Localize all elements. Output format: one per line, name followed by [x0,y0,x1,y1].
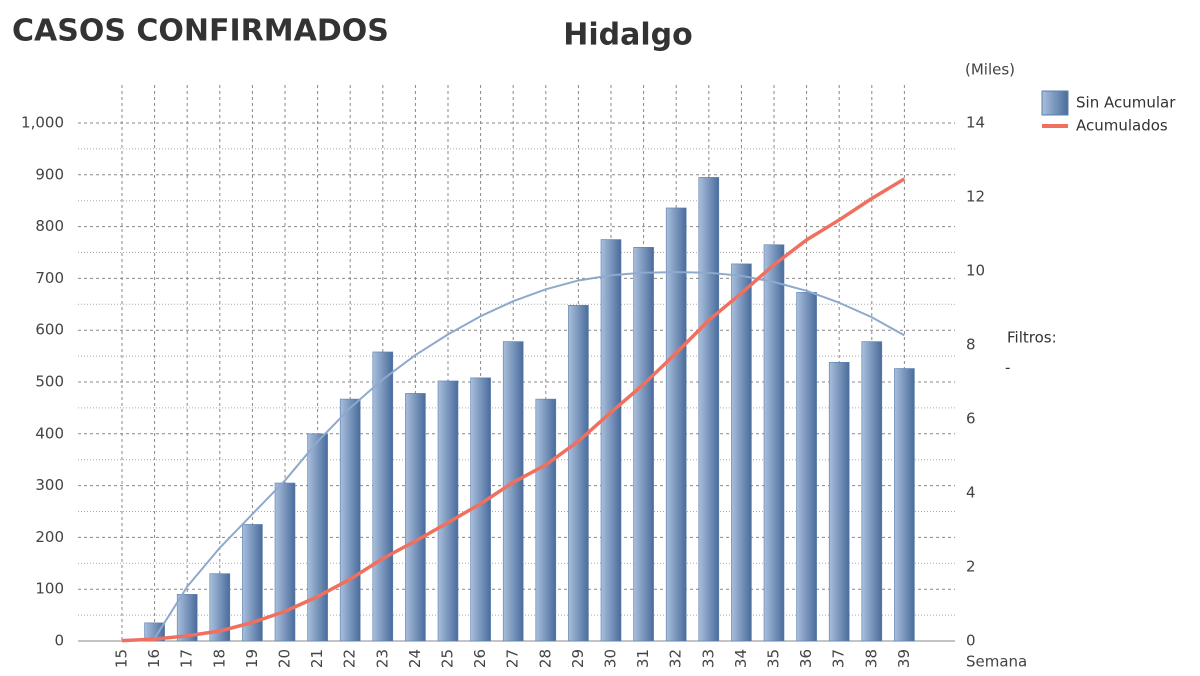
y-tick-label: 200 [35,528,64,546]
x-tick-label: 35 [765,649,783,668]
x-tick-label: 24 [406,649,424,668]
bar [665,207,687,642]
bar [339,398,361,642]
y-tick-label: 700 [35,269,64,287]
y-tick-label: 600 [35,321,64,339]
bar [698,177,720,642]
filters-value: - [1005,359,1010,377]
bar [209,573,231,642]
y2-tick-label: 4 [966,484,976,502]
y-tick-label: 400 [35,424,64,442]
bar [828,362,850,642]
x-tick-label: 33 [699,649,717,668]
bar [274,482,296,642]
y-tick-label: 800 [35,217,64,235]
legend-label: Sin Acumular [1076,94,1176,112]
y2-tick-label: 12 [966,188,985,206]
x-tick-label: 31 [634,649,652,668]
y2-unit: (Miles) [965,61,1015,79]
bar [731,263,752,642]
x-tick-label: 23 [373,649,391,668]
filters-label: Filtros: [1007,329,1057,347]
y2-tick-label: 14 [966,114,985,132]
bar [176,594,198,642]
x-tick-label: 16 [145,649,163,668]
bar [405,393,426,642]
x-axis-label: Semana [966,653,1027,671]
x-tick-label: 28 [536,649,554,668]
bar [307,433,328,642]
y-tick-label: 100 [35,580,64,598]
bar [633,247,654,642]
trend-line [153,271,905,639]
legend-swatch [1041,90,1069,116]
bar [502,341,524,642]
bar [242,524,263,642]
x-tick-label: 26 [471,649,489,668]
x-tick-label: 25 [439,649,457,668]
chart-title: Hidalgo [563,18,692,53]
y2-tick-label: 10 [966,262,985,280]
x-tick-label: 38 [862,649,880,668]
bar [600,239,622,642]
y2-tick-label: 6 [966,410,976,428]
bar [894,368,915,642]
header: CASOS CONFIRMADOS [12,14,389,49]
bar [861,341,883,642]
x-tick-label: 39 [895,649,913,668]
bar [535,398,557,642]
y2-tick-label: 8 [966,336,976,354]
y2-tick-label: 2 [966,558,976,576]
line [121,177,906,643]
x-tick-label: 17 [178,649,196,668]
x-tick-label: 21 [308,649,326,668]
y-tick-label: 900 [35,165,64,183]
x-tick-label: 18 [210,649,228,668]
bar [796,292,817,642]
x-tick-label: 29 [569,649,587,668]
x-tick-label: 30 [602,649,620,668]
bar [568,305,589,642]
y-tick-label: 1,000 [21,114,64,132]
bar [372,351,394,642]
bar [144,622,165,642]
x-tick-label: 22 [341,649,359,668]
x-tick-label: 20 [276,649,294,668]
legend-label: Acumulados [1076,117,1168,135]
bar [763,244,785,642]
y-tick-label: 0 [54,632,64,650]
x-tick-label: 15 [113,649,131,668]
y2-tick-label: 0 [966,632,976,650]
x-tick-label: 27 [504,649,522,668]
x-tick-label: 36 [797,649,815,668]
y-tick-label: 300 [35,476,64,494]
y-tick-label: 500 [35,373,64,391]
x-tick-label: 19 [243,649,261,668]
x-tick-label: 37 [830,649,848,668]
x-tick-label: 34 [732,649,750,668]
bar [437,380,459,642]
x-tick-label: 32 [667,649,685,668]
